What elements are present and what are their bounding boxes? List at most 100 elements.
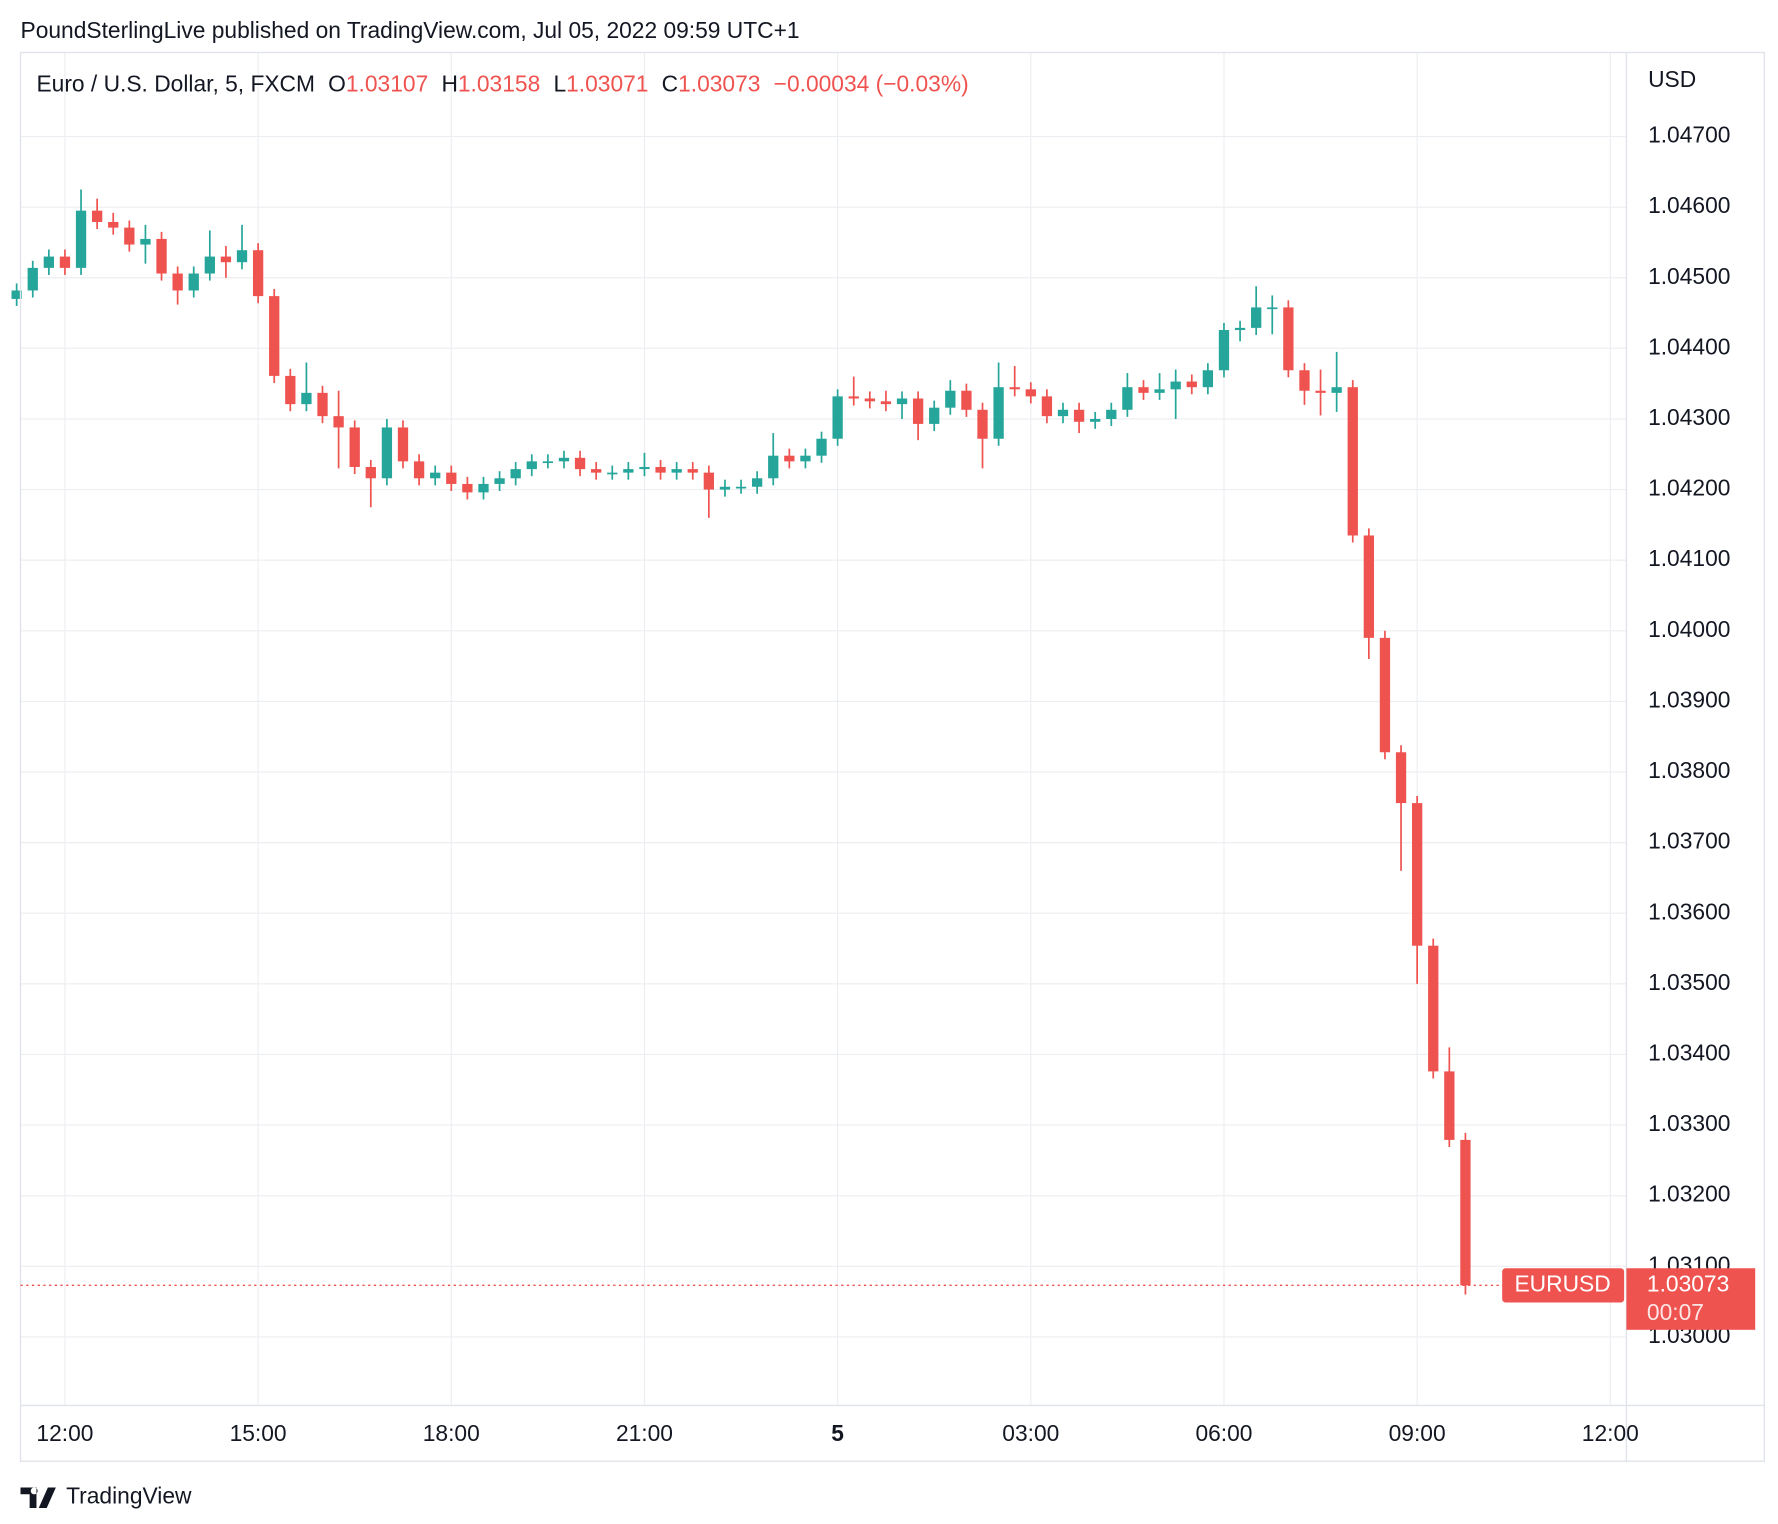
open-label: O <box>328 71 346 97</box>
candle-body <box>301 392 312 405</box>
price-tags: EURUSD 1.03073 00:07 <box>20 1268 1756 1330</box>
candle-body <box>558 457 570 462</box>
candle-body <box>43 256 54 268</box>
candle-body <box>703 472 715 490</box>
candle-body <box>1267 307 1278 310</box>
candle-body <box>140 238 151 245</box>
candle-body <box>124 227 135 245</box>
candle-body <box>1251 307 1262 328</box>
y-tick-label: 1.04300 <box>1648 404 1730 430</box>
candle-body <box>1090 418 1101 422</box>
candle-body <box>381 427 393 479</box>
y-axis-label: USD <box>1648 66 1696 92</box>
change-value: −0.00034 (−0.03%) <box>774 71 969 97</box>
candle-body <box>1154 389 1165 393</box>
candle-body <box>945 390 956 408</box>
footer-logo: TradingView <box>20 1483 192 1509</box>
low-label: L <box>553 71 566 97</box>
candle-body <box>977 409 988 439</box>
low-value: 1.03071 <box>566 71 648 97</box>
candle-body <box>1073 409 1085 422</box>
candle-body <box>848 396 859 399</box>
grid: 1.04700 1.04600 1.04500 1.04400 1.04300 1.042… <box>20 52 1730 1446</box>
candle-body <box>687 469 698 473</box>
x-tick-label: 09:00 <box>1389 1420 1446 1446</box>
candle-body <box>430 472 441 479</box>
candle-body <box>896 398 908 405</box>
symbol-tag <box>1502 1268 1625 1303</box>
candle-body <box>784 455 795 462</box>
candle-body <box>27 267 38 291</box>
candle-body <box>397 427 409 462</box>
candle-body <box>172 273 183 291</box>
candle-body <box>252 250 264 297</box>
candle-body <box>751 478 763 487</box>
candle-body <box>1009 387 1020 390</box>
candle-body <box>75 210 87 268</box>
candle-body <box>1025 389 1036 397</box>
candle-body <box>1460 1139 1471 1286</box>
candle-body <box>1444 1071 1455 1140</box>
candle-body <box>462 483 473 493</box>
candle-body <box>671 469 682 473</box>
y-tick-label: 1.03500 <box>1648 969 1730 995</box>
candle-body <box>108 221 119 228</box>
close-label: C <box>662 71 678 97</box>
candle-body <box>1347 387 1358 536</box>
candle-body <box>510 469 521 479</box>
y-tick-label: 1.03800 <box>1648 757 1730 783</box>
x-tick-label: 5 <box>831 1420 844 1446</box>
candle-body <box>59 256 71 268</box>
close-value: 1.03073 <box>678 71 760 97</box>
footer-brand: TradingView <box>66 1483 192 1509</box>
candle-body <box>349 427 360 467</box>
logo-mark <box>20 1487 56 1508</box>
price-tag <box>1626 1268 1756 1330</box>
y-tick-label: 1.04500 <box>1648 263 1730 289</box>
high-value: 1.03158 <box>458 71 540 97</box>
candle-body <box>800 455 811 462</box>
symbol-tag-label: EURUSD <box>1514 1270 1610 1296</box>
candle-body <box>655 466 666 473</box>
y-tick-label: 1.03700 <box>1648 828 1730 854</box>
candle-body <box>1395 752 1407 804</box>
candle-body <box>285 375 296 405</box>
candle-body <box>446 472 457 484</box>
y-tick-label: 1.04200 <box>1648 475 1730 501</box>
x-tick-label: 06:00 <box>1195 1420 1252 1446</box>
candle-body <box>220 256 232 263</box>
candle-body <box>494 478 505 484</box>
open-value: 1.03107 <box>346 71 428 97</box>
candle-body <box>912 398 924 424</box>
candle-body <box>1283 307 1294 371</box>
candle-body <box>1218 330 1230 371</box>
candle-body <box>591 469 602 473</box>
x-tick-label: 12:00 <box>1582 1420 1639 1446</box>
candle-body <box>768 455 779 479</box>
y-tick-label: 1.03200 <box>1648 1181 1730 1207</box>
candle-body <box>864 398 875 402</box>
candle-body <box>735 486 747 489</box>
candle-body <box>961 390 972 410</box>
candles <box>11 189 1471 1295</box>
price-tag-countdown: 00:07 <box>1647 1299 1704 1325</box>
y-tick-label: 1.04400 <box>1648 333 1730 359</box>
candle-body <box>236 250 248 263</box>
candle-body <box>1428 945 1439 1072</box>
candle-body <box>1363 535 1375 638</box>
candle-body <box>333 416 344 428</box>
symbol: Euro / U.S. Dollar, 5, FXCM <box>36 71 315 97</box>
candle-body <box>269 296 280 376</box>
y-tick-label: 1.03900 <box>1648 686 1730 712</box>
y-tick-label: 1.03400 <box>1648 1039 1730 1065</box>
candle-body <box>526 461 537 470</box>
candle-body <box>639 466 650 470</box>
candle-body <box>204 256 215 274</box>
price-tag-value: 1.03073 <box>1647 1270 1729 1296</box>
candle-body <box>1299 370 1310 391</box>
publisher-header: PoundSterlingLive published on TradingVi… <box>21 17 800 43</box>
candle-body <box>1186 381 1197 388</box>
candle-body <box>478 483 489 493</box>
